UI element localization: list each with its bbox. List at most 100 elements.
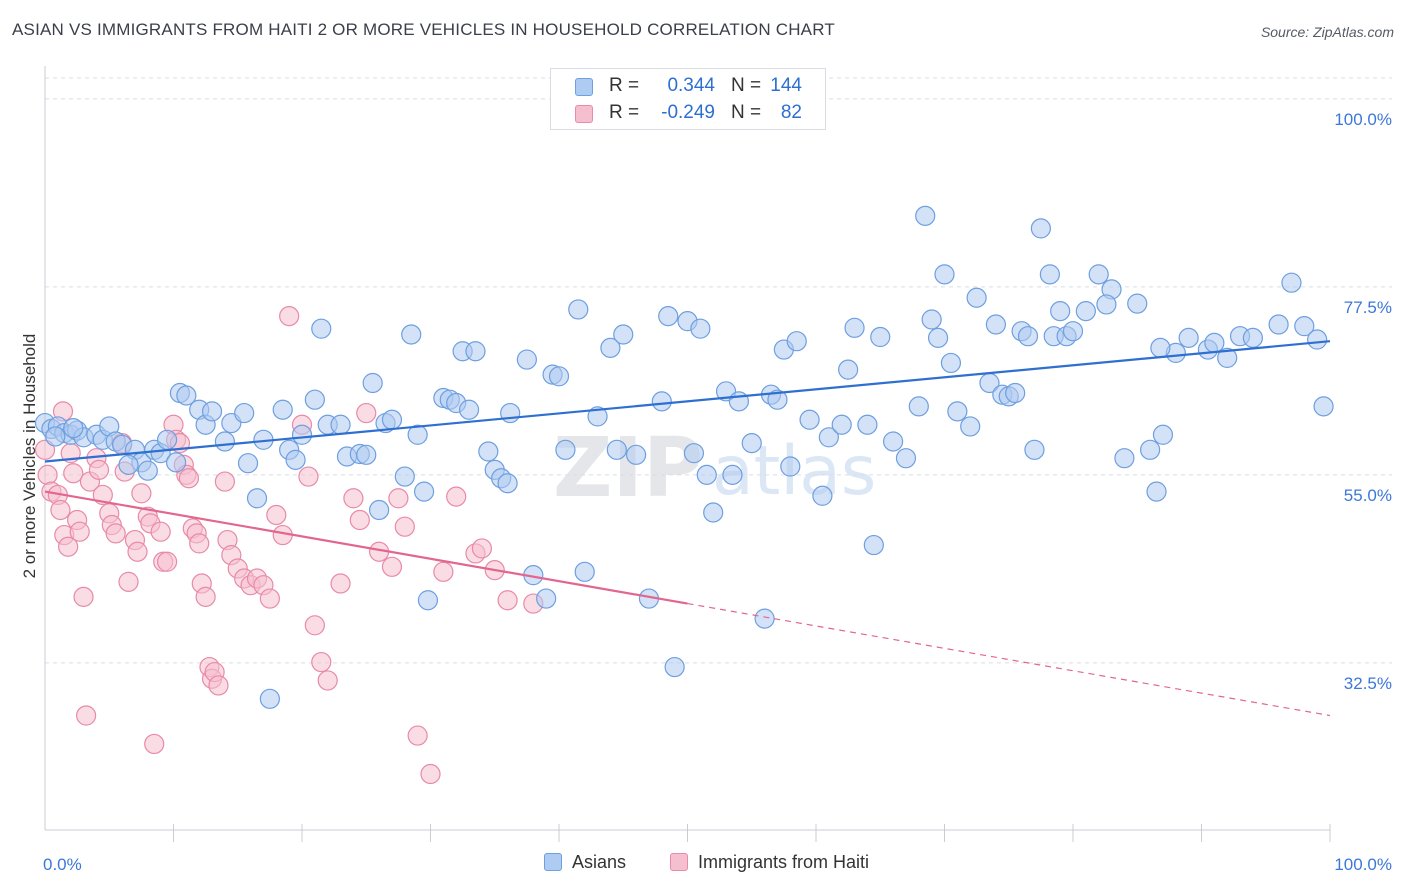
haiti-point xyxy=(330,573,351,594)
asian-point xyxy=(895,448,917,469)
watermark: ZIP atlas xyxy=(553,421,876,516)
asian-point xyxy=(394,466,415,487)
asian-point xyxy=(555,439,576,460)
asian-point xyxy=(362,372,383,394)
n-value: 82 xyxy=(780,102,802,123)
haiti-point xyxy=(156,551,178,572)
correlation-legend: R = 0.344 N = 144 R = -0.249 N = 82 xyxy=(550,68,826,130)
asian-point xyxy=(1146,481,1167,502)
asian-point xyxy=(137,460,158,481)
haiti-trendline-solid xyxy=(44,490,688,605)
asian-point xyxy=(799,409,820,430)
asian-point xyxy=(960,416,981,437)
asian-point xyxy=(818,427,839,448)
asian-point xyxy=(703,502,724,523)
asian-point xyxy=(947,401,968,422)
asian-point xyxy=(754,608,775,629)
haiti-point xyxy=(63,463,84,484)
asian-point xyxy=(882,431,904,452)
haiti-point xyxy=(311,651,332,673)
asian-point xyxy=(201,401,223,422)
r-label: R = xyxy=(609,102,640,123)
haiti-point xyxy=(446,486,467,507)
asian-point xyxy=(696,464,717,485)
asian-point xyxy=(613,324,634,345)
asian-point xyxy=(516,349,537,370)
asian-point xyxy=(156,429,178,450)
asian-point xyxy=(330,414,351,435)
haiti-point xyxy=(88,459,110,480)
haiti-point xyxy=(279,306,300,327)
asian-point xyxy=(304,389,325,410)
trendlines xyxy=(44,340,1331,717)
asian-point xyxy=(664,656,685,678)
r-value: -0.249 xyxy=(661,102,715,123)
haiti-point xyxy=(433,561,454,582)
asian-point xyxy=(587,406,608,427)
haiti-point xyxy=(58,536,79,557)
asian-point xyxy=(237,453,259,474)
haiti-point xyxy=(50,499,71,521)
asian-point xyxy=(812,485,833,506)
haiti-point xyxy=(76,705,97,726)
legend-label: Asians xyxy=(572,852,627,872)
asian-point xyxy=(1139,439,1161,460)
asian-point xyxy=(214,431,235,452)
asian-point xyxy=(844,317,865,338)
asian-point xyxy=(259,688,280,709)
asian-point xyxy=(1050,301,1071,322)
watermark-zip: ZIP xyxy=(553,421,703,516)
asian-point xyxy=(1062,321,1084,342)
asian-point xyxy=(369,499,390,521)
x-tick-label: 0.0% xyxy=(43,855,82,874)
asian-point xyxy=(568,299,589,320)
asian-point xyxy=(870,326,891,348)
asian-point xyxy=(831,414,852,435)
asian-point xyxy=(690,318,711,339)
asian-point xyxy=(1268,314,1289,335)
asian-point xyxy=(728,391,750,412)
asian-trendline xyxy=(44,340,1331,463)
asian-point xyxy=(536,588,557,609)
asian-point xyxy=(927,327,949,348)
asian-point xyxy=(741,433,762,454)
legend-item-asians: Asians xyxy=(544,852,626,873)
r-value: 0.344 xyxy=(667,75,715,96)
asian-point xyxy=(908,396,929,417)
asian-point xyxy=(915,205,936,226)
asian-point xyxy=(921,309,942,330)
haiti-point xyxy=(189,533,210,554)
asian-point xyxy=(1114,448,1135,469)
asian-point xyxy=(985,314,1007,335)
asian-point xyxy=(272,399,293,420)
asian-point xyxy=(401,324,422,345)
asian-point xyxy=(934,264,955,285)
haiti-point xyxy=(407,725,428,746)
asian-point xyxy=(863,534,884,556)
asian-point xyxy=(1178,327,1199,348)
asian-point xyxy=(940,352,962,374)
haiti-point xyxy=(259,588,280,609)
asian-point xyxy=(1017,326,1039,347)
asian-point xyxy=(478,441,499,462)
asian-point xyxy=(857,414,878,435)
y-tick-label: 55.0% xyxy=(1344,486,1392,505)
haiti-point xyxy=(420,763,441,785)
asian-point xyxy=(658,306,679,327)
haiti-point xyxy=(381,556,403,577)
haiti-point xyxy=(118,571,139,592)
asian-point xyxy=(1281,272,1302,293)
asian-point xyxy=(1307,329,1328,350)
asian-point xyxy=(407,424,428,445)
legend-label: Immigrants from Haiti xyxy=(698,852,870,872)
y-tick-label: 100.0% xyxy=(1334,110,1392,129)
haiti-point xyxy=(34,439,56,460)
asian-point xyxy=(625,444,647,465)
haiti-point xyxy=(127,541,148,562)
legend-item-haiti: Immigrants from Haiti xyxy=(670,852,869,873)
asian-point xyxy=(767,389,788,410)
asian-point xyxy=(118,454,139,475)
haiti-point xyxy=(266,504,287,526)
haiti-point xyxy=(69,521,90,542)
asian-point xyxy=(45,426,66,447)
